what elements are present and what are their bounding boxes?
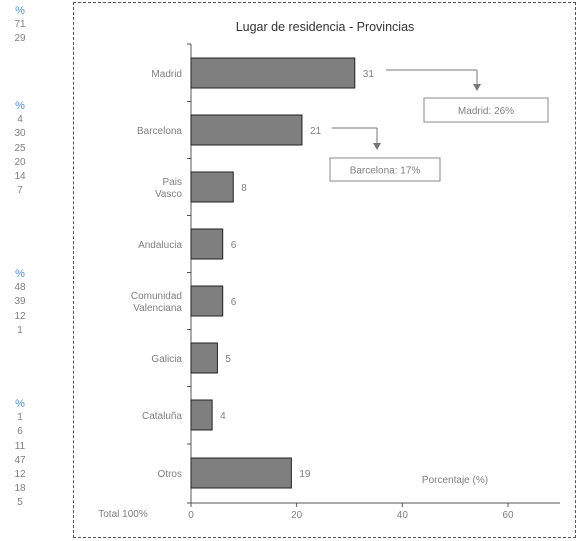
- bar: [190, 228, 224, 260]
- left-group-value: 14: [14, 171, 26, 182]
- value-label: 31: [363, 69, 375, 80]
- category-label: Otros: [158, 469, 182, 480]
- bar: [190, 171, 234, 203]
- left-group-value: 12: [14, 310, 26, 322]
- left-group-value: 1: [17, 324, 23, 336]
- left-summary-column: % 71 29% 4 30 25 20 14 7% 48 39 12 1% 1 6 11 47 12 18 5: [0, 0, 60, 541]
- value-label: 21: [310, 126, 322, 137]
- value-label: 4: [220, 411, 226, 422]
- annotation-text: Madrid: 26%: [458, 106, 514, 117]
- left-group-value: 47: [14, 454, 26, 466]
- category-label: Cataluña: [142, 411, 182, 422]
- left-group-value: 5: [17, 497, 23, 509]
- left-group-value: 18: [14, 483, 26, 495]
- left-group-header: %: [15, 100, 25, 112]
- x-tick-label: 20: [291, 510, 303, 521]
- bar: [190, 114, 303, 146]
- category-label: Barcelona: [137, 126, 182, 137]
- left-group-value: 39: [14, 296, 26, 308]
- left-group-value: 71: [14, 19, 26, 31]
- x-axis-label: Porcentaje (%): [422, 475, 488, 486]
- left-group-value: 29: [14, 33, 26, 45]
- value-label: 6: [231, 297, 237, 308]
- left-group-value: 20: [14, 156, 26, 168]
- category-label: Comunidad Valenciana: [131, 291, 183, 314]
- bar: [190, 57, 356, 89]
- annotation-arrowhead: [373, 143, 381, 150]
- x-tick-label: 60: [502, 510, 514, 521]
- x-tick-label: 0: [188, 510, 194, 521]
- category-label: Andalucia: [138, 240, 182, 251]
- left-group-header: %: [15, 398, 25, 410]
- left-group-value: 48: [14, 282, 26, 294]
- left-group-value: 7: [17, 185, 23, 197]
- left-group-value: 12: [14, 469, 26, 480]
- left-group-value: 11: [14, 440, 26, 452]
- left-group-value: 25: [14, 142, 26, 154]
- annotation-box: [329, 157, 441, 182]
- value-label: 5: [225, 354, 231, 365]
- annotation-box: [423, 97, 549, 123]
- x-tick-label: 40: [397, 510, 409, 521]
- bar: [190, 285, 224, 317]
- value-label: 8: [241, 183, 247, 194]
- bar: [190, 399, 213, 431]
- left-group-value: 30: [14, 128, 26, 140]
- bar: [190, 342, 218, 374]
- bar: [190, 457, 292, 489]
- left-group-header: %: [15, 5, 25, 17]
- left-group-header: %: [15, 268, 25, 280]
- category-label: Pais Vasco: [155, 177, 182, 200]
- value-label: 6: [231, 240, 237, 251]
- left-group-value: 4: [17, 114, 23, 126]
- category-label: Madrid: [151, 69, 182, 80]
- total-label: Total 100%: [98, 509, 148, 520]
- annotation-text: Barcelona: 17%: [350, 166, 421, 177]
- category-label: Galicia: [151, 354, 182, 365]
- chart-title: Lugar de residencia - Provincias: [236, 20, 415, 34]
- left-group-value: 6: [17, 426, 23, 438]
- left-group-value: 1: [17, 412, 23, 424]
- annotation-arrowhead: [473, 84, 481, 91]
- value-label: 19: [299, 469, 311, 480]
- chart-panel: [73, 2, 576, 538]
